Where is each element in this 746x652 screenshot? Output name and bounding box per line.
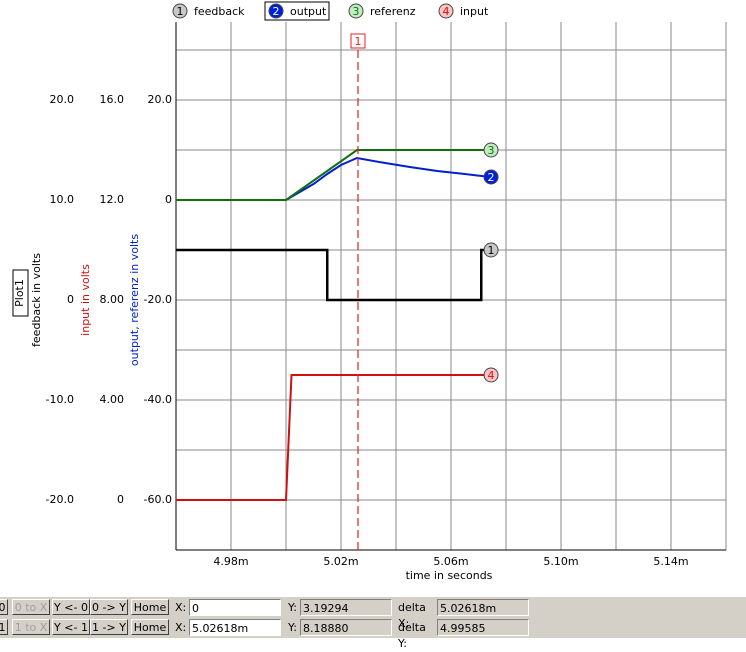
y-tick-label: 0 — [67, 293, 74, 306]
y-tick-label: 0 — [117, 493, 124, 506]
x-label: X: — [175, 601, 187, 614]
legend-marker — [268, 3, 284, 19]
chart: 4.98m 5.02m 5.06m 5.10m 5.14m time in seconds… — [12, 1, 727, 582]
y3-axis-title: output, referenz in volts — [128, 234, 141, 366]
y-tick-label: -40.0 — [144, 393, 172, 406]
legend-marker — [348, 3, 364, 19]
y-axis-title: feedback in volts — [30, 253, 43, 347]
delta-field: 5.02618m — [437, 599, 529, 616]
plot-name-box — [12, 269, 29, 317]
legend-marker-label: 1 — [177, 5, 184, 18]
x-field[interactable]: 0 — [189, 599, 281, 616]
delta-label: delta Y: — [398, 621, 426, 650]
y-field: 3.19294 — [300, 599, 392, 616]
y-tick-label: -60.0 — [144, 493, 172, 506]
x-label: X: — [175, 621, 187, 634]
x-tick-label: 5.06m — [433, 555, 468, 568]
toolbar-button[interactable]: Home — [131, 619, 169, 635]
series-end-marker — [483, 242, 499, 258]
legend-marker-label: 2 — [273, 5, 280, 18]
toolbar-button[interactable]: Home — [131, 599, 169, 615]
delta-field: 4.99585 — [437, 619, 529, 636]
legend-marker-label: 4 — [443, 5, 450, 18]
legend-selection — [264, 1, 330, 21]
y-tick-label: 8.00 — [100, 293, 125, 306]
series-end-marker — [483, 367, 499, 383]
toolbar-button[interactable]: Y <- 0 — [52, 599, 90, 615]
series-end-marker — [483, 142, 499, 158]
toolbar-button[interactable]: 0 to X — [12, 599, 50, 615]
series-end-marker-label: 1 — [488, 244, 495, 257]
cursor-index[interactable]: 0 — [0, 599, 8, 615]
legend-label: input — [460, 5, 489, 18]
series-end-marker-label: 2 — [488, 171, 495, 184]
y2-axis-title: input in volts — [79, 264, 92, 336]
delta-label: delta X: — [398, 601, 426, 630]
x-tick-label: 5.10m — [543, 555, 578, 568]
y-tick-label: -20.0 — [46, 493, 74, 506]
series-line — [176, 374, 491, 501]
y-tick-label: 0 — [165, 193, 172, 206]
y-tick-label: 12.0 — [100, 193, 125, 206]
y-tick-label: 10.0 — [50, 193, 75, 206]
toolbar-button[interactable]: 0 -> Y — [90, 599, 128, 615]
x-tick-label: 4.98m — [213, 555, 248, 568]
y-tick-label: 20.0 — [148, 93, 173, 106]
legend-label: feedback — [194, 5, 245, 18]
y-tick-label: 20.0 — [50, 93, 75, 106]
toolbar-button[interactable]: Y <- 1 — [52, 619, 90, 635]
y-label: Y: — [288, 601, 297, 614]
y-label: Y: — [288, 621, 297, 634]
y-tick-label: -20.0 — [144, 293, 172, 306]
series-end-marker — [483, 169, 499, 185]
x-tick-label: 5.14m — [653, 555, 688, 568]
series-end-marker-label: 3 — [488, 144, 495, 157]
legend-label: output — [290, 5, 327, 18]
legend-marker-label: 3 — [353, 5, 360, 18]
series-line — [176, 248, 491, 302]
y-tick-label: -10.0 — [46, 393, 74, 406]
y-field: 8.18880 — [300, 619, 392, 636]
x-tick-label: 5.02m — [323, 555, 358, 568]
legend-marker — [172, 3, 188, 19]
legend-label: referenz — [370, 5, 416, 18]
series-line — [176, 149, 491, 201]
y-tick-label: 4.00 — [100, 393, 125, 406]
legend-marker — [438, 3, 454, 19]
toolbar-button[interactable]: 1 to X — [12, 619, 50, 635]
x-axis-title: time in seconds — [406, 569, 493, 582]
series-line — [176, 156, 491, 201]
cursor-label-box — [350, 33, 366, 49]
x-field[interactable]: 5.02618m — [189, 619, 281, 636]
toolbar-button[interactable]: 1 -> Y — [90, 619, 128, 635]
series-end-marker-label: 4 — [488, 369, 495, 382]
cursor-index[interactable]: 1 — [0, 619, 8, 635]
cursor-label: 1 — [354, 35, 361, 48]
y-tick-label: 16.0 — [100, 93, 125, 106]
plot-name: Plot1 — [13, 279, 26, 307]
